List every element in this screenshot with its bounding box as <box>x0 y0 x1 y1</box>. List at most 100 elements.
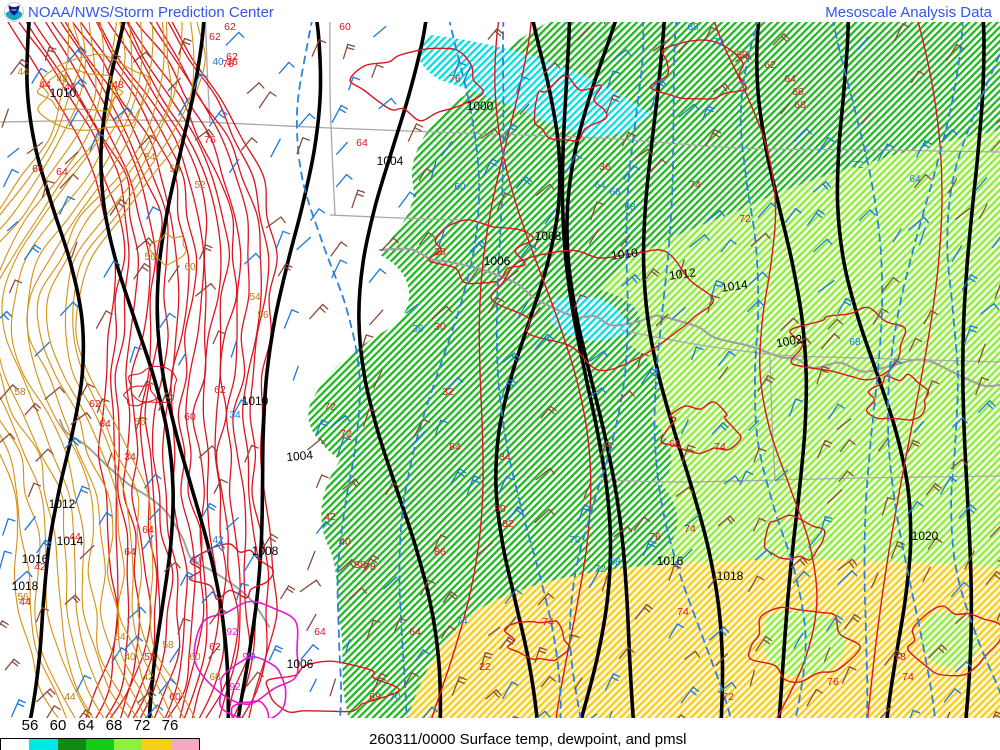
svg-text:68: 68 <box>794 99 806 111</box>
svg-text:48: 48 <box>112 79 124 91</box>
svg-text:70: 70 <box>389 692 401 703</box>
svg-text:1008: 1008 <box>252 544 279 558</box>
svg-text:42: 42 <box>142 672 154 683</box>
svg-text:68: 68 <box>609 557 621 568</box>
svg-text:62: 62 <box>209 641 221 653</box>
svg-text:60: 60 <box>189 652 201 663</box>
svg-text:62: 62 <box>209 31 221 43</box>
svg-text:74: 74 <box>684 523 696 535</box>
svg-text:76: 76 <box>827 676 839 688</box>
svg-text:1012: 1012 <box>49 497 76 511</box>
svg-text:72: 72 <box>739 213 751 225</box>
svg-text:60: 60 <box>454 182 466 193</box>
svg-text:74: 74 <box>714 441 726 453</box>
svg-text:32: 32 <box>442 386 454 398</box>
svg-text:54: 54 <box>144 152 156 163</box>
svg-text:44: 44 <box>39 79 51 91</box>
svg-text:72: 72 <box>594 564 606 575</box>
svg-text:1006: 1006 <box>484 254 511 268</box>
svg-text:34: 34 <box>229 410 241 421</box>
svg-text:60: 60 <box>339 21 351 33</box>
svg-text:56: 56 <box>257 310 269 321</box>
svg-text:40: 40 <box>124 652 136 663</box>
svg-text:44: 44 <box>69 531 81 543</box>
svg-text:66: 66 <box>609 187 621 198</box>
svg-text:68: 68 <box>369 691 381 703</box>
svg-text:1006: 1006 <box>287 657 314 671</box>
svg-text:56: 56 <box>144 252 156 263</box>
svg-text:68: 68 <box>209 672 221 683</box>
svg-text:56: 56 <box>17 592 29 603</box>
svg-text:82: 82 <box>502 518 514 530</box>
svg-text:48: 48 <box>56 74 68 85</box>
svg-text:1018: 1018 <box>717 569 744 583</box>
svg-text:1020: 1020 <box>912 529 939 543</box>
svg-text:84: 84 <box>449 441 461 453</box>
svg-text:58: 58 <box>14 387 26 398</box>
svg-text:60: 60 <box>169 691 181 703</box>
svg-text:62: 62 <box>89 398 101 410</box>
svg-text:66: 66 <box>792 86 804 98</box>
svg-text:42: 42 <box>34 561 46 573</box>
svg-text:64: 64 <box>909 174 921 185</box>
svg-text:74: 74 <box>902 671 914 683</box>
svg-text:70: 70 <box>569 535 581 546</box>
svg-text:56: 56 <box>134 417 146 428</box>
svg-text:42: 42 <box>212 535 224 546</box>
svg-text:60: 60 <box>184 262 196 273</box>
svg-text:1016: 1016 <box>657 554 684 568</box>
svg-text:74: 74 <box>542 616 554 628</box>
svg-text:64: 64 <box>142 524 154 536</box>
svg-text:78: 78 <box>364 561 376 573</box>
svg-text:68: 68 <box>687 22 699 33</box>
svg-text:64: 64 <box>99 418 111 430</box>
svg-text:68: 68 <box>849 337 861 348</box>
svg-text:52: 52 <box>194 180 206 191</box>
svg-text:1010: 1010 <box>242 394 269 408</box>
svg-text:64: 64 <box>594 180 606 191</box>
svg-text:72: 72 <box>340 428 352 440</box>
svg-text:60: 60 <box>736 49 748 61</box>
svg-text:74: 74 <box>456 616 468 627</box>
svg-text:64: 64 <box>314 626 326 638</box>
svg-text:58: 58 <box>162 640 174 651</box>
svg-text:90: 90 <box>242 652 254 663</box>
svg-text:30: 30 <box>434 321 446 333</box>
svg-text:72: 72 <box>712 37 724 48</box>
svg-text:72: 72 <box>324 401 336 413</box>
svg-text:1000: 1000 <box>467 99 494 113</box>
svg-text:42: 42 <box>324 511 336 523</box>
svg-text:54: 54 <box>249 292 261 303</box>
svg-text:44: 44 <box>64 692 76 703</box>
svg-text:60: 60 <box>184 411 196 423</box>
svg-text:86: 86 <box>434 546 446 558</box>
svg-text:64: 64 <box>409 626 421 638</box>
svg-text:76: 76 <box>449 73 461 85</box>
svg-text:40: 40 <box>212 57 224 68</box>
svg-text:76: 76 <box>649 531 661 543</box>
svg-text:56: 56 <box>169 164 181 175</box>
svg-text:62: 62 <box>224 21 236 33</box>
svg-text:80: 80 <box>494 503 506 515</box>
svg-text:64: 64 <box>784 73 796 85</box>
svg-text:44: 44 <box>17 67 29 78</box>
svg-text:92: 92 <box>229 682 241 693</box>
svg-text:76: 76 <box>204 134 216 146</box>
svg-text:78: 78 <box>894 651 906 663</box>
svg-text:1018: 1018 <box>12 579 39 593</box>
svg-text:64: 64 <box>114 632 126 643</box>
svg-text:64: 64 <box>56 166 68 178</box>
svg-text:28: 28 <box>434 246 446 258</box>
svg-text:58: 58 <box>144 651 156 663</box>
svg-text:34: 34 <box>124 451 136 463</box>
svg-text:36: 36 <box>226 56 238 68</box>
svg-text:72: 72 <box>852 160 864 171</box>
svg-text:64: 64 <box>124 546 136 558</box>
svg-text:68: 68 <box>669 438 681 450</box>
svg-text:1004: 1004 <box>286 448 314 464</box>
svg-text:36: 36 <box>412 324 424 335</box>
svg-text:72: 72 <box>722 691 734 703</box>
svg-text:40: 40 <box>189 555 201 566</box>
svg-text:40: 40 <box>339 536 351 548</box>
svg-text:74: 74 <box>689 179 701 191</box>
